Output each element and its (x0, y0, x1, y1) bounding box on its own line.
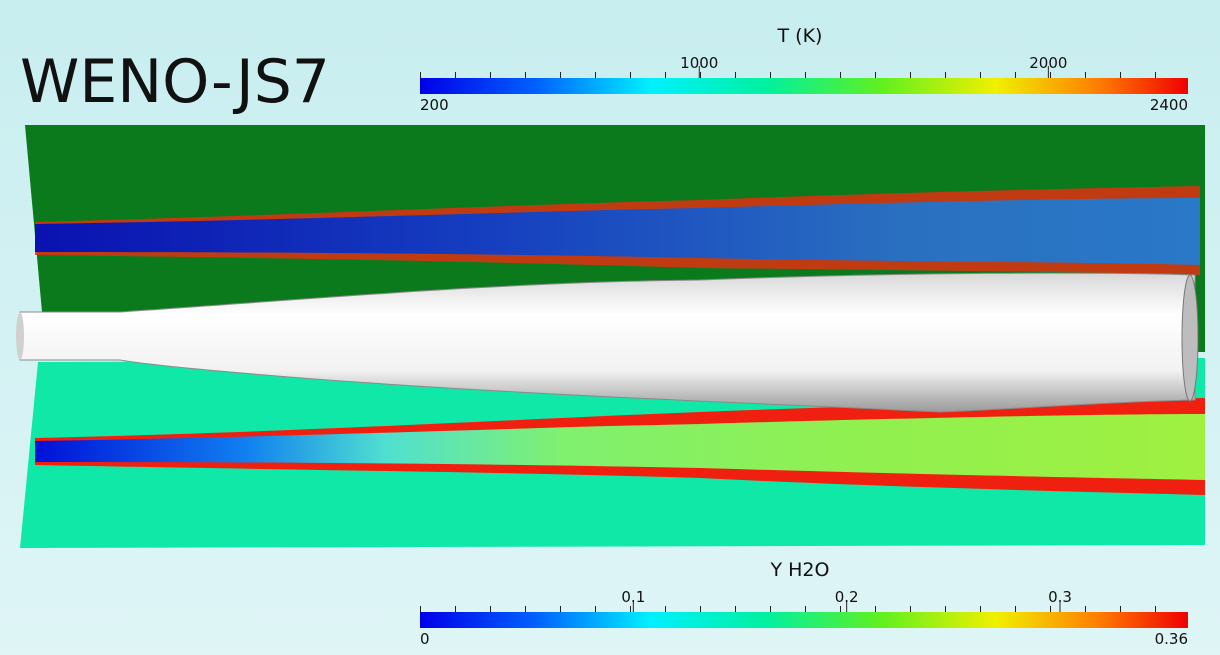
tick-label: 0.3 (1048, 588, 1072, 606)
colorbar-max: 0.36 (1155, 630, 1188, 648)
visualization: WENO-JS7 T (K) 200 2400 1000 2000 Y H2O 0 0.36 0… (0, 0, 1220, 655)
outlet (1182, 275, 1198, 401)
minor-ticks (420, 72, 1188, 78)
tick-label: 0.2 (835, 588, 859, 606)
colorbar-max: 2400 (1150, 96, 1188, 114)
title: WENO-JS7 (20, 47, 330, 117)
page: WENO-JS7 T (K) 200 2400 1000 2000 Y H2O 0 0.36 0… (0, 0, 1220, 655)
colorbar-min: 0 (420, 630, 430, 648)
minor-ticks (420, 606, 1188, 612)
inlet (16, 312, 24, 360)
tick-label: 2000 (1029, 54, 1067, 72)
colorbar-label: Y H2O (770, 559, 830, 581)
colorbar-min: 200 (420, 96, 449, 114)
colorbar (420, 612, 1188, 628)
colorbar-label: T (K) (777, 25, 823, 47)
tick-label: 1000 (680, 54, 718, 72)
colorbar (420, 78, 1188, 94)
tick-label: 0.1 (621, 588, 645, 606)
